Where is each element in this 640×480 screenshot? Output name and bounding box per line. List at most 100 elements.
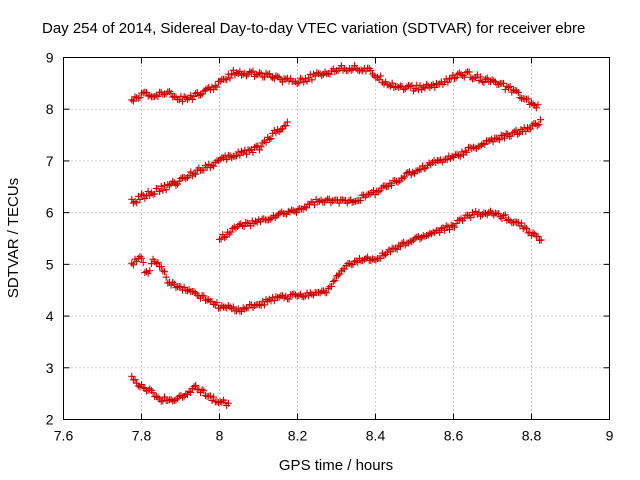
data-point xyxy=(242,150,250,158)
data-point xyxy=(468,75,476,83)
data-point xyxy=(303,77,311,85)
data-point xyxy=(514,88,522,96)
data-point xyxy=(523,124,531,132)
data-point xyxy=(489,138,497,146)
data-point xyxy=(271,214,279,222)
data-point xyxy=(529,229,537,237)
data-point xyxy=(218,302,226,310)
data-point xyxy=(429,228,437,236)
data-point xyxy=(260,137,268,145)
data-point xyxy=(311,201,319,209)
data-point xyxy=(313,69,321,77)
data-point xyxy=(337,62,345,70)
data-point xyxy=(208,397,216,405)
data-point xyxy=(292,209,300,217)
data-point xyxy=(136,94,144,102)
data-point xyxy=(216,398,224,406)
data-point xyxy=(170,92,178,100)
data-point xyxy=(314,288,322,296)
data-point xyxy=(210,393,218,401)
data-point xyxy=(331,68,339,76)
data-point xyxy=(265,295,273,303)
data-point xyxy=(535,121,543,129)
data-point xyxy=(146,385,154,393)
data-point xyxy=(391,244,399,252)
data-point xyxy=(326,70,334,78)
data-point xyxy=(329,197,337,205)
x-tick-label: 9 xyxy=(606,428,614,444)
data-point xyxy=(180,283,188,291)
x-tick-label: 8.6 xyxy=(444,428,464,444)
data-point xyxy=(265,70,273,78)
data-point xyxy=(169,397,177,405)
data-point xyxy=(234,148,242,156)
data-point xyxy=(462,69,470,77)
data-point xyxy=(482,209,490,217)
data-point xyxy=(537,116,545,124)
data-point xyxy=(349,65,357,73)
data-point xyxy=(420,165,428,173)
data-point xyxy=(387,248,395,256)
data-point xyxy=(133,199,141,207)
data-point xyxy=(435,157,443,165)
data-point xyxy=(394,178,402,186)
data-point xyxy=(528,121,536,129)
data-point xyxy=(460,214,468,222)
data-point xyxy=(134,382,142,390)
data-point xyxy=(159,186,167,194)
data-point xyxy=(169,278,177,286)
data-point xyxy=(162,273,170,281)
data-point xyxy=(172,284,180,292)
data-point xyxy=(224,399,232,407)
data-point xyxy=(254,142,262,150)
axis-ticks xyxy=(63,57,610,420)
data-point xyxy=(154,258,162,266)
data-point xyxy=(272,72,280,80)
y-tick-label: 9 xyxy=(46,50,54,66)
data-point xyxy=(452,220,460,228)
y-tick-label: 7 xyxy=(46,153,54,169)
data-point xyxy=(159,267,167,275)
data-point xyxy=(152,91,160,99)
data-point xyxy=(288,206,296,214)
data-point xyxy=(448,152,456,160)
data-point xyxy=(149,389,157,397)
data-point xyxy=(534,232,542,240)
data-point xyxy=(465,68,473,76)
data-point xyxy=(242,218,250,226)
data-point xyxy=(267,135,275,143)
data-point xyxy=(370,72,378,80)
y-tick-label: 8 xyxy=(46,101,54,117)
data-point xyxy=(457,215,465,223)
data-point xyxy=(211,158,219,166)
y-tick-labels: 2 3 4 5 6 7 8 9 xyxy=(46,50,54,428)
data-point xyxy=(224,302,232,310)
data-point xyxy=(190,383,198,391)
data-point xyxy=(441,226,449,234)
data-point xyxy=(416,235,424,243)
data-point xyxy=(227,228,235,236)
data-point xyxy=(208,161,216,169)
y-tick-label: 5 xyxy=(46,256,54,272)
data-point xyxy=(380,252,388,260)
data-point xyxy=(357,66,365,74)
data-points xyxy=(128,62,545,410)
data-point xyxy=(156,188,164,196)
data-point xyxy=(169,177,177,185)
data-point xyxy=(300,78,308,86)
data-point xyxy=(136,195,144,203)
data-point xyxy=(472,207,480,215)
data-point xyxy=(270,297,278,305)
data-point xyxy=(477,212,485,220)
data-point xyxy=(369,186,377,194)
data-point xyxy=(295,79,303,87)
data-point xyxy=(406,237,414,245)
data-point xyxy=(321,68,329,76)
data-point xyxy=(325,195,333,203)
data-point xyxy=(213,299,221,307)
data-point xyxy=(256,146,264,154)
data-point xyxy=(443,156,451,164)
data-point xyxy=(411,234,419,242)
data-point xyxy=(175,96,183,104)
